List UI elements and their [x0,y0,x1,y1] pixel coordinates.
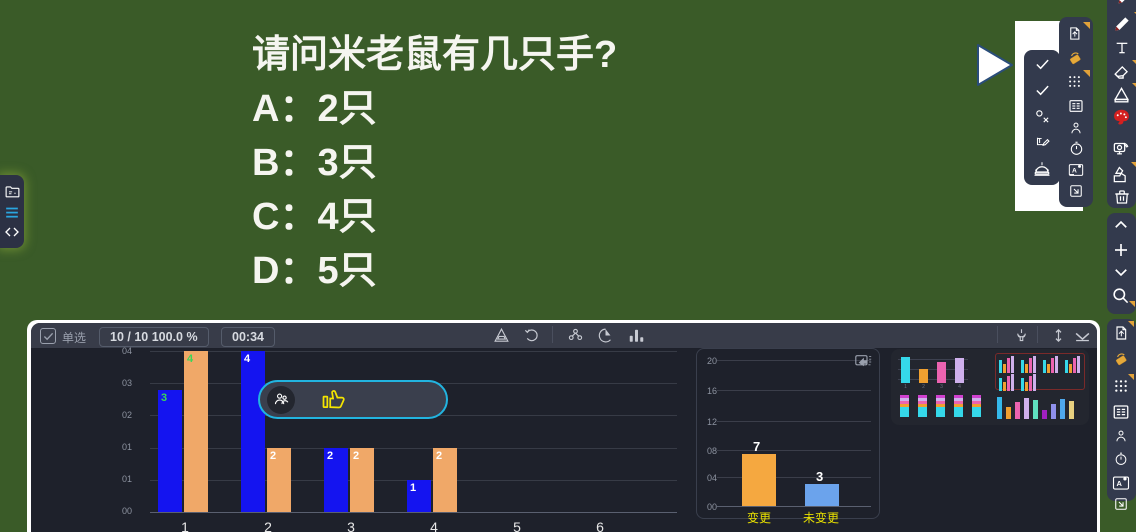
svg-text:T: T [1037,138,1042,145]
svg-text:A: A [1072,167,1077,174]
svg-text:A: A [1117,479,1123,488]
